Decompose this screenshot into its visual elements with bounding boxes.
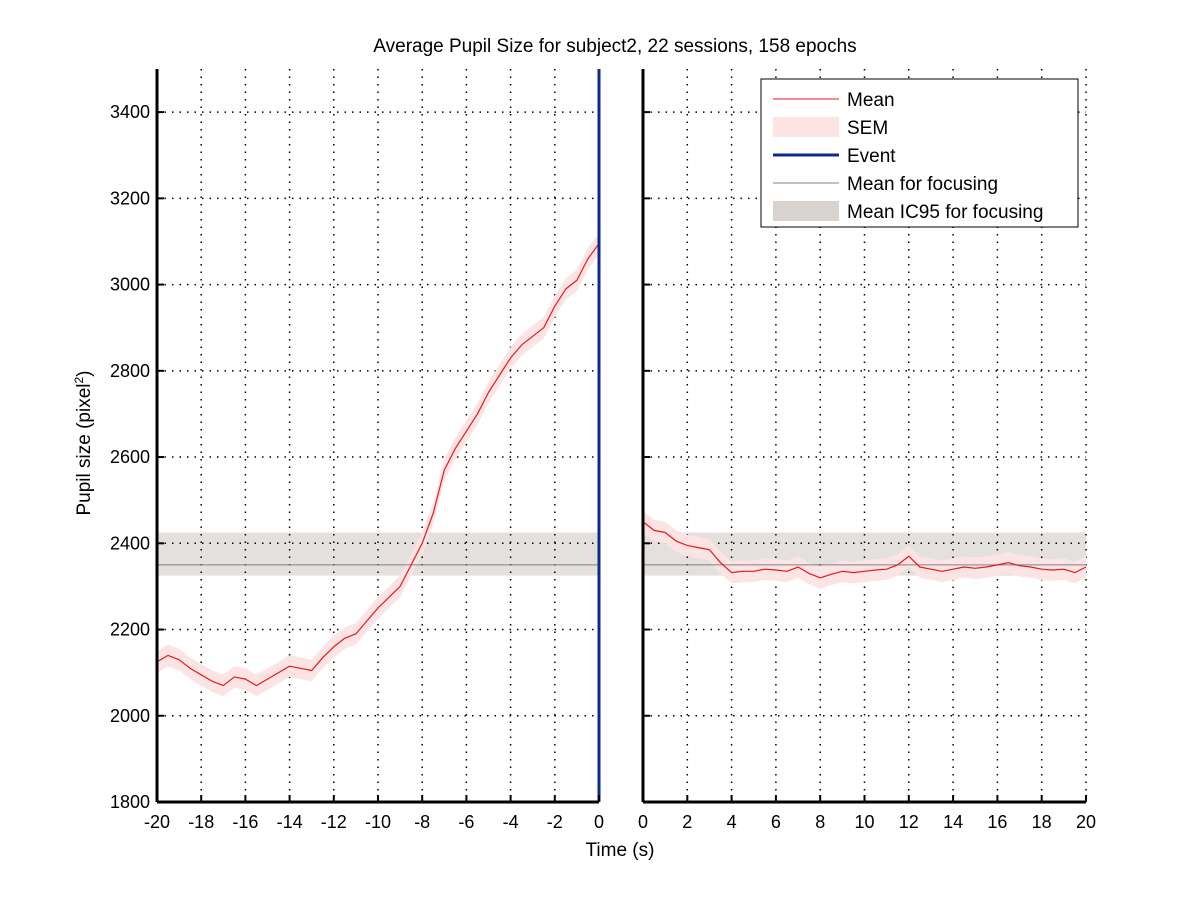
chart-title: Average Pupil Size for subject2, 22 sess… (373, 36, 856, 57)
legend-item-mean-for-focusing: Mean for focusing (773, 174, 998, 195)
legend-item-mean: Mean (773, 90, 895, 111)
axes (155, 69, 1087, 804)
sem-bands (157, 232, 1086, 697)
legend-swatch (773, 201, 839, 221)
x-tick-label: -20 (144, 812, 170, 832)
x-tick-label: 16 (987, 812, 1007, 832)
mean-line-1 (642, 521, 1087, 579)
legend-item-sem: SEM (773, 117, 888, 139)
x-tick-label: 12 (899, 812, 919, 832)
x-tick-labels: -20 -18 -16 -14 -12 -10 -8 -6 -4 -2 0 0 2 4 6 8 10 12 14 16… (144, 812, 1096, 832)
legend-label: Mean for focusing (847, 174, 998, 195)
legend-label: Event (847, 146, 896, 167)
x-tick-label: 6 (771, 812, 781, 832)
y-axis-label: Pupil size (pixel2) (72, 370, 95, 515)
focusing-ic95-band-0 (157, 532, 599, 576)
y-tick-label: 2200 (110, 620, 150, 640)
x-tick-label: -18 (188, 812, 214, 832)
y-tick-label: 3400 (110, 102, 150, 122)
legend-label: Mean IC95 for focusing (847, 202, 1043, 223)
x-tick-label: -10 (365, 812, 391, 832)
y-tick-label: 3000 (110, 275, 150, 295)
legend-item-event: Event (773, 146, 896, 167)
x-tick-label: 8 (815, 812, 825, 832)
x-tick-label: 4 (727, 812, 737, 832)
x-tick-label: -6 (458, 812, 474, 832)
y-axis-label-base: Pupil size (pixel (74, 384, 95, 516)
x-tick-label: 0 (638, 812, 648, 832)
y-tick-label: 3200 (110, 188, 150, 208)
y-tick-label: 2400 (110, 533, 150, 553)
x-tick-label: -12 (321, 812, 347, 832)
legend-label: Mean (847, 90, 895, 111)
y-tick-label: 2000 (110, 706, 150, 726)
x-tick-label: 10 (854, 812, 874, 832)
x-tick-label: 14 (943, 812, 963, 832)
x-tick-label: -4 (503, 812, 519, 832)
y-tick-label: 2800 (110, 361, 150, 381)
x-tick-label: 2 (682, 812, 692, 832)
sem-band-1 (643, 510, 1086, 589)
x-tick-label: 0 (594, 812, 604, 832)
y-axis-label-sup: 2 (72, 377, 86, 384)
x-tick-label: -14 (277, 812, 303, 832)
legend-swatch (773, 117, 839, 137)
y-tick-label: 2600 (110, 447, 150, 467)
legend-item-mean-ic95-for-focusing: Mean IC95 for focusing (773, 201, 1043, 223)
mean-line-0 (156, 243, 600, 687)
legend-label: SEM (847, 118, 888, 139)
event-lines (597, 69, 645, 802)
y-tick-label: 1800 (110, 792, 150, 812)
x-tick-label: 18 (1032, 812, 1052, 832)
y-tick-labels: 1800 2000 2200 2400 2600 2800 3000 3200 3400 (110, 102, 150, 812)
legend: Mean SEM Event Mean for focusing Mean IC95 f… (760, 78, 1079, 228)
mean-series (156, 243, 1087, 687)
x-tick-label: -2 (547, 812, 563, 832)
x-tick-label: -16 (232, 812, 258, 832)
x-axis-label: Time (s) (586, 840, 655, 861)
x-tick-label: 20 (1076, 812, 1096, 832)
sem-band-0 (157, 232, 599, 697)
y-axis-label-tail: ) (74, 370, 95, 376)
x-tick-label: -8 (414, 812, 430, 832)
